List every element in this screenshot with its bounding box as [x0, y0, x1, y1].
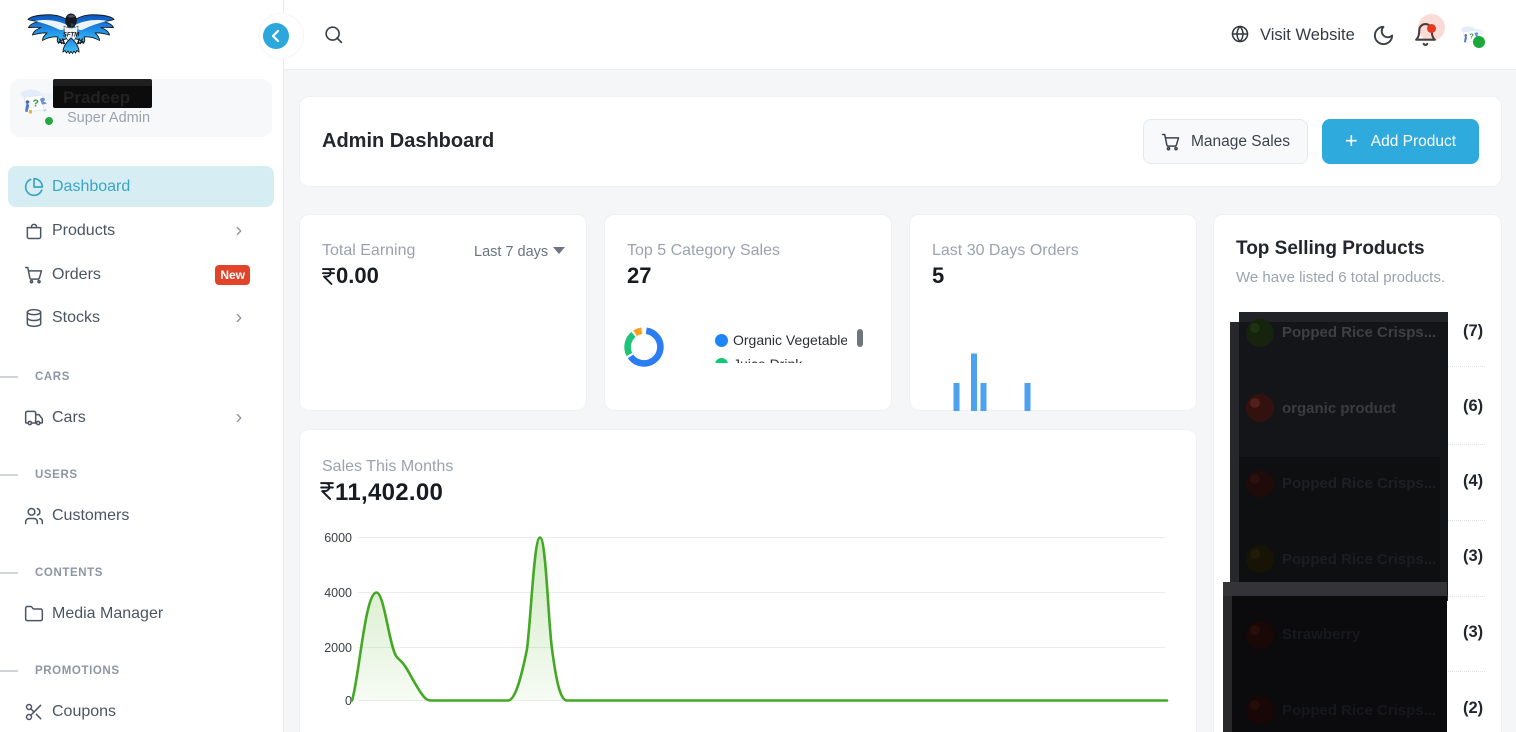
- svg-text:2000: 2000: [324, 641, 352, 655]
- svg-text:SFTM: SFTM: [63, 33, 80, 39]
- svg-text:4000: 4000: [324, 586, 352, 600]
- svg-text:?: ?: [1469, 32, 1474, 41]
- svg-text:?: ?: [33, 98, 39, 110]
- svg-text:6000: 6000: [324, 531, 352, 545]
- svg-text:0: 0: [345, 694, 352, 708]
